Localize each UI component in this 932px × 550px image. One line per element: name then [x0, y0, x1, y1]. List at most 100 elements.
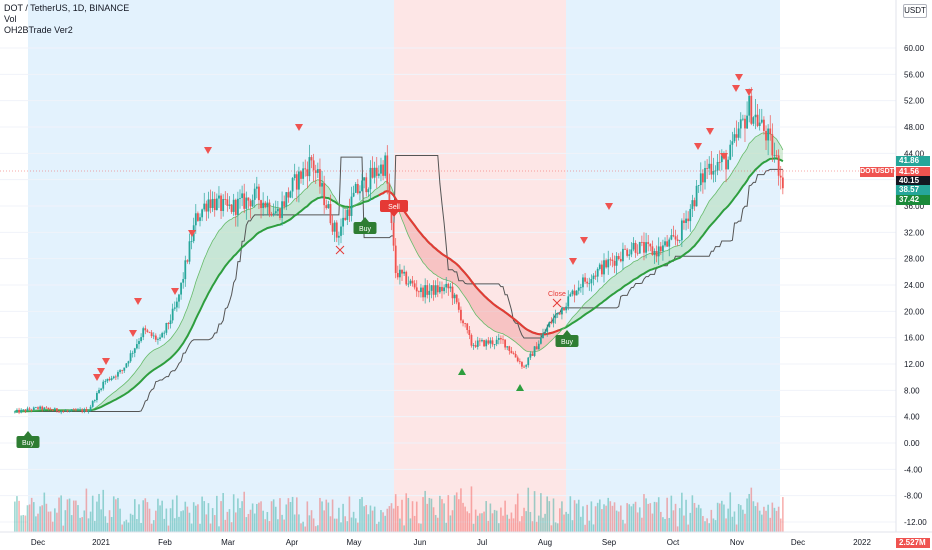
volume-bar [308, 515, 311, 532]
volume-bar [443, 503, 445, 532]
volume-bar [546, 496, 548, 532]
volume-bar [20, 515, 22, 532]
volume-bar [554, 522, 557, 532]
candle-body [708, 163, 711, 169]
candle-body [611, 259, 614, 261]
candle-body [670, 235, 673, 240]
volume-bar [603, 504, 605, 532]
symbol-header[interactable]: DOT / TetherUS, 1D, BINANCE [4, 3, 130, 13]
volume-bar [460, 488, 462, 532]
candle-body [539, 338, 542, 344]
volume-bar [81, 517, 83, 532]
candle-body [424, 285, 427, 298]
volume-bar [258, 502, 260, 532]
volume-bar [96, 501, 98, 532]
time-axis[interactable]: Dec 2021 Feb Mar Apr May Jun Jul Aug Sep Oct Nov Dec… [0, 531, 932, 547]
volume-bar [131, 514, 134, 532]
buy-signal-badge: Buy [353, 217, 377, 234]
volume-indicator-label[interactable]: Vol [4, 14, 17, 24]
volume-bar [16, 496, 18, 532]
candle-body [112, 376, 115, 379]
volume-bar [119, 508, 121, 532]
candle-body [542, 333, 544, 339]
candle-body [628, 254, 631, 256]
candle-body [411, 280, 414, 284]
volume-bar [75, 500, 77, 532]
currency-label[interactable]: USDT [903, 4, 927, 18]
candle-body [382, 164, 384, 176]
time-tick-label: Nov [730, 538, 744, 547]
sell-arrow-icon [735, 74, 743, 81]
volume-bar [41, 505, 44, 532]
price-tick-label: 4.00 [904, 413, 920, 422]
candle-body [394, 245, 397, 273]
buy-arrow-icon [516, 384, 524, 391]
candle-body [66, 410, 69, 412]
candle-body [579, 287, 582, 289]
candle-body [651, 246, 654, 255]
price-axis[interactable]: 60.0056.0052.0048.0044.0040.0036.0032.00… [895, 0, 927, 532]
candle-body [672, 235, 675, 237]
volume-bar [702, 516, 704, 532]
candle-body [630, 249, 633, 255]
volume-bar [209, 523, 212, 532]
volume-bar [607, 497, 610, 532]
candle-body [104, 381, 107, 382]
volume-bar [125, 519, 128, 532]
volume-bar [714, 520, 717, 532]
candle-body [159, 337, 161, 339]
candle-body [512, 353, 515, 354]
volume-bar [681, 492, 683, 532]
candle-body [329, 204, 332, 224]
volume-bar [676, 526, 679, 532]
candle-body [523, 366, 525, 368]
candle-body [729, 144, 732, 160]
volume-bar [552, 498, 555, 532]
volume-bar [466, 511, 469, 532]
strategy-indicator-label[interactable]: OH2BTrade Ver2 [4, 25, 73, 35]
volume-bar [251, 503, 254, 532]
volume-bar [340, 522, 342, 532]
candle-body [340, 226, 342, 236]
volume-bar [390, 503, 393, 532]
candle-body [455, 294, 458, 303]
volume-bar [601, 509, 603, 532]
volume-bar [474, 509, 477, 532]
volume-bar [424, 490, 426, 532]
candle-body [102, 381, 105, 389]
candle-body [146, 330, 149, 332]
candle-body [386, 155, 389, 184]
candle-body [573, 290, 576, 296]
candle-body [493, 344, 496, 345]
volume-bar [763, 506, 765, 532]
price-label-5: 37.42 [896, 195, 930, 205]
volume-bar [775, 510, 778, 532]
candle-body [30, 409, 33, 411]
volume-bar [350, 517, 353, 532]
volume-bar [138, 504, 140, 532]
time-tick-label: Dec [31, 538, 45, 547]
volume-bar [651, 513, 654, 532]
volume-bar [773, 507, 776, 532]
volume-bar [205, 514, 208, 532]
volume-bar [750, 487, 753, 532]
volume-bar [323, 510, 325, 532]
sell-arrow-icon [93, 374, 101, 381]
candle-body [211, 198, 214, 208]
volume-bar [133, 499, 136, 532]
volume-bar [291, 496, 294, 532]
close-cross-icon [552, 298, 562, 308]
volume-bar [176, 495, 178, 532]
candle-body [514, 353, 517, 358]
volume-bar [782, 497, 784, 532]
candle-body [495, 339, 498, 345]
volume-bar [748, 493, 750, 532]
candle-body [752, 117, 755, 124]
candle-body [632, 242, 635, 250]
candle-body [352, 192, 355, 197]
candle-body [37, 407, 39, 409]
volume-bar [756, 502, 759, 532]
candle-body [384, 155, 387, 176]
candle-body [655, 251, 658, 257]
